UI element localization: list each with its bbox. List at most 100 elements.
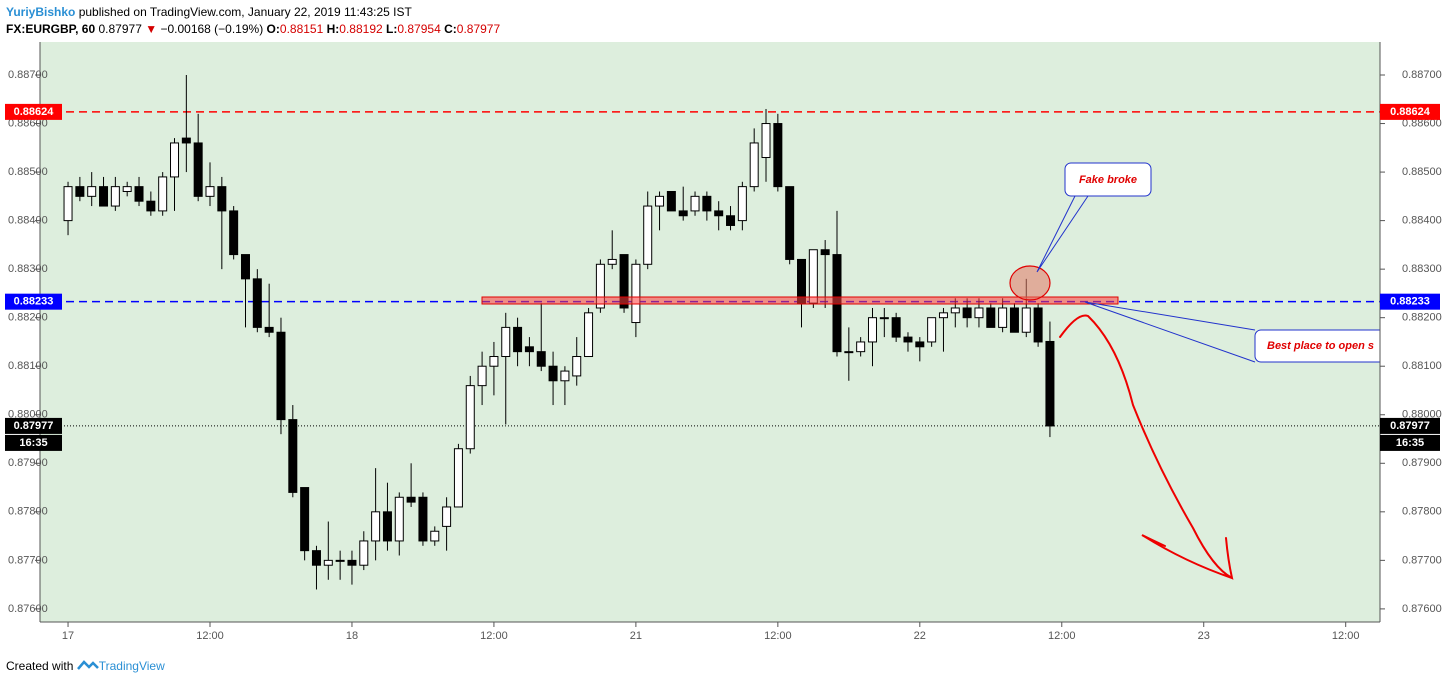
candle-body	[773, 123, 783, 188]
candle-body	[820, 249, 830, 256]
plot-background	[40, 42, 1380, 622]
hand-drawn-arrow	[1059, 314, 1234, 580]
candle-body	[548, 365, 558, 382]
countdown-box	[1380, 434, 1440, 451]
c-label: C:	[444, 22, 457, 36]
y-tick-label: 0.87600	[1402, 603, 1442, 615]
candle-body	[714, 210, 724, 217]
callout-text: Fake broke	[1079, 174, 1137, 186]
candle-body	[87, 186, 97, 197]
candle-body	[489, 356, 499, 367]
candle-body	[335, 559, 345, 562]
created: Created with	[6, 659, 74, 673]
y-tick-label: 0.87800	[8, 506, 48, 518]
candle-body	[134, 186, 144, 202]
candle-body	[856, 341, 866, 353]
candle-body	[347, 559, 357, 566]
candle-body	[264, 326, 274, 333]
candle-body	[619, 254, 629, 309]
resistance-zone	[481, 296, 1119, 305]
candle-body	[406, 496, 416, 503]
price-label-box	[1380, 103, 1440, 120]
candle-body	[1033, 307, 1043, 343]
y-tick-label: 0.88200	[8, 312, 48, 324]
candle-body	[63, 186, 73, 222]
x-tick-label: 17	[62, 630, 74, 642]
candle-body	[288, 419, 298, 493]
y-tick-label: 0.87800	[1402, 506, 1442, 518]
change: −0.00168 (−0.19%)	[160, 22, 264, 36]
y-tick-label: 0.88000	[8, 409, 48, 421]
callout-pointer	[1084, 301, 1256, 363]
author[interactable]: YuriyBishko	[6, 5, 76, 19]
price-label-box	[5, 103, 62, 120]
candle-body	[75, 186, 85, 197]
y-tick-label: 0.88100	[1402, 360, 1442, 372]
price-label: 0.88233	[14, 296, 54, 308]
y-tick-label: 0.88500	[1402, 166, 1442, 178]
candle-body	[252, 278, 262, 328]
candle-body	[217, 186, 227, 212]
y-tick-label: 0.88100	[8, 360, 48, 372]
fake-break-ellipse	[1009, 265, 1051, 301]
candle-body	[584, 312, 594, 358]
logo	[76, 660, 99, 670]
candle-body	[678, 210, 688, 217]
countdown-box	[5, 434, 62, 451]
candle-body	[418, 496, 428, 542]
candle-body	[382, 511, 392, 542]
y-tick-label: 0.88000	[1402, 409, 1442, 421]
candle-body	[158, 176, 168, 212]
y-tick-label: 0.87600	[8, 603, 48, 615]
candle-body	[915, 341, 925, 348]
candle-body	[146, 200, 156, 212]
candle-body	[1045, 340, 1055, 427]
x-tick-label: 12:00	[1332, 630, 1360, 642]
candle-body	[595, 263, 605, 309]
candle-body	[998, 307, 1008, 328]
brand[interactable]: TradingView	[98, 659, 165, 673]
candle-body	[867, 317, 877, 343]
candle-body	[938, 312, 948, 319]
y-tick-label: 0.87900	[8, 457, 48, 469]
price-label-box	[1380, 417, 1440, 434]
candle-body	[240, 254, 250, 280]
candle-body	[903, 336, 913, 343]
candle-body	[371, 511, 381, 542]
candle-body	[666, 190, 676, 212]
x-tick-label: 12:00	[764, 630, 792, 642]
y-tick-label: 0.88400	[8, 215, 48, 227]
footer: Created with TradingView	[6, 659, 165, 673]
candle-body	[844, 351, 854, 354]
candle-body	[879, 317, 889, 320]
candle-body	[323, 559, 333, 566]
candle-body	[631, 263, 641, 324]
candle-body	[477, 365, 487, 387]
countdown-label: 16:35	[19, 437, 47, 449]
candle-body	[702, 195, 712, 212]
candle-body	[524, 346, 534, 353]
publish-line: YuriyBishko published on TradingView.com…	[6, 5, 412, 19]
candle-body	[513, 326, 523, 353]
symbol: FX:EURGBP, 60	[6, 22, 96, 36]
y-tick-label: 0.87700	[1402, 554, 1442, 566]
price-label-box	[5, 293, 62, 310]
candle-body	[761, 123, 771, 159]
candle-body	[572, 356, 582, 377]
callout-box	[1254, 329, 1380, 363]
y-tick-label: 0.88600	[8, 117, 48, 129]
candle-body	[950, 307, 960, 314]
candle-body	[276, 331, 286, 421]
candle-body	[311, 550, 321, 566]
down-arrow: ▼	[145, 22, 158, 36]
candle-body	[205, 186, 215, 197]
callout-text: Best place to open s	[1267, 340, 1374, 352]
candle-body	[690, 195, 700, 212]
candle-body	[560, 370, 570, 382]
candle-body	[501, 326, 511, 358]
candle-body	[1009, 307, 1019, 333]
c: 0.87977	[456, 22, 501, 36]
callout-pointer	[1036, 195, 1089, 273]
price-label: 0.87977	[1390, 420, 1430, 432]
